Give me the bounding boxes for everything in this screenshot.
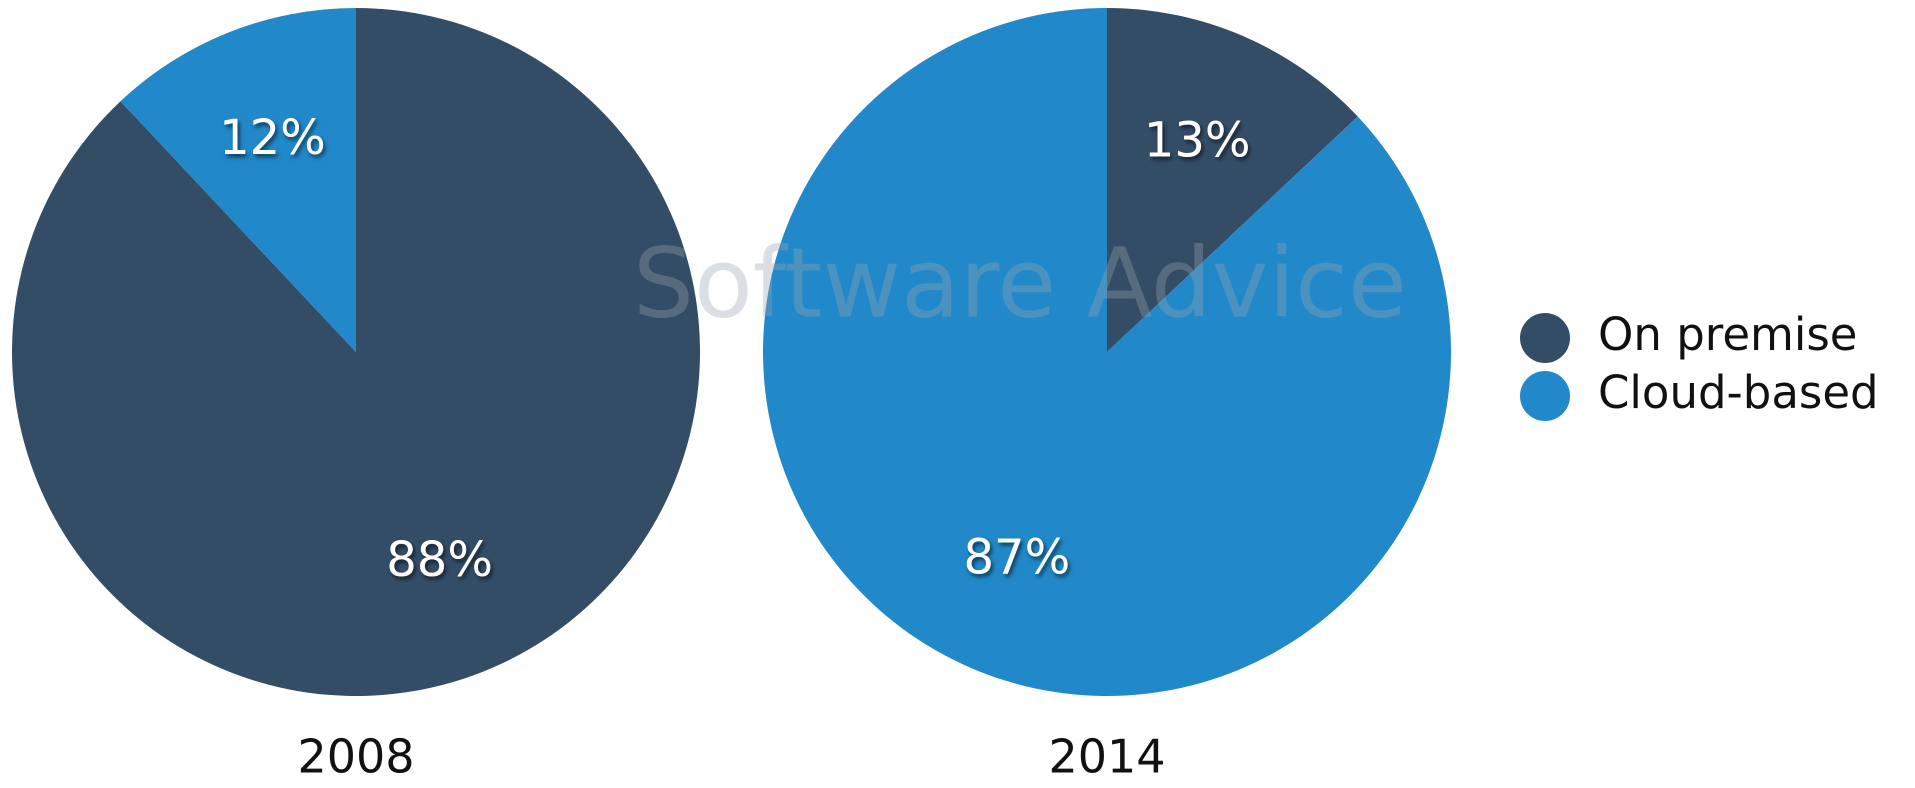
slice-label: 13% [1144, 113, 1251, 169]
watermark: Software Advice [633, 227, 1407, 339]
pie-slice [11, 8, 701, 696]
pie-title: 2008 [297, 730, 414, 784]
slice-label: 88% [386, 532, 493, 588]
legend-label: On premise [1598, 308, 1857, 361]
pies: 88% 12% 2008 13% 87% 2014 [11, 8, 1451, 784]
pie-title: 2014 [1048, 730, 1165, 784]
pie-slice [1107, 8, 1358, 352]
legend-swatch [1520, 313, 1570, 363]
slice-label: 87% [963, 529, 1070, 585]
pie-slice [120, 8, 356, 352]
slice-label: 12% [219, 110, 326, 166]
pie-slice [763, 8, 1451, 696]
legend-swatch [1520, 371, 1570, 421]
legend-label: Cloud-based [1598, 366, 1879, 419]
